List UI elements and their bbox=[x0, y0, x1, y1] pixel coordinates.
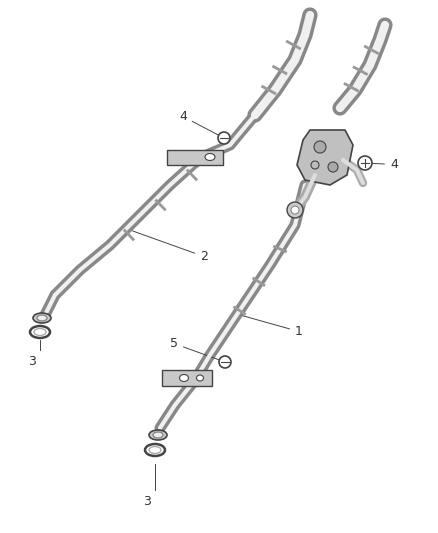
Ellipse shape bbox=[205, 154, 215, 160]
Ellipse shape bbox=[149, 430, 167, 440]
Circle shape bbox=[219, 356, 231, 368]
Polygon shape bbox=[167, 150, 223, 165]
Ellipse shape bbox=[34, 328, 46, 335]
Circle shape bbox=[218, 132, 230, 144]
Text: 5: 5 bbox=[170, 337, 223, 361]
Ellipse shape bbox=[153, 432, 163, 438]
Circle shape bbox=[311, 161, 319, 169]
Text: 2: 2 bbox=[133, 231, 208, 263]
Text: 4: 4 bbox=[179, 110, 222, 136]
Text: 1: 1 bbox=[243, 316, 303, 338]
Polygon shape bbox=[162, 370, 212, 386]
Ellipse shape bbox=[180, 375, 188, 382]
Ellipse shape bbox=[33, 313, 51, 323]
Circle shape bbox=[314, 141, 326, 153]
Ellipse shape bbox=[37, 315, 47, 321]
Circle shape bbox=[328, 162, 338, 172]
Circle shape bbox=[287, 202, 303, 218]
Circle shape bbox=[291, 206, 299, 214]
Text: 3: 3 bbox=[28, 355, 36, 368]
Ellipse shape bbox=[149, 447, 161, 454]
Text: 3: 3 bbox=[143, 495, 151, 508]
Ellipse shape bbox=[197, 375, 204, 381]
Circle shape bbox=[358, 156, 372, 170]
Polygon shape bbox=[297, 130, 353, 185]
Text: 4: 4 bbox=[368, 158, 398, 171]
